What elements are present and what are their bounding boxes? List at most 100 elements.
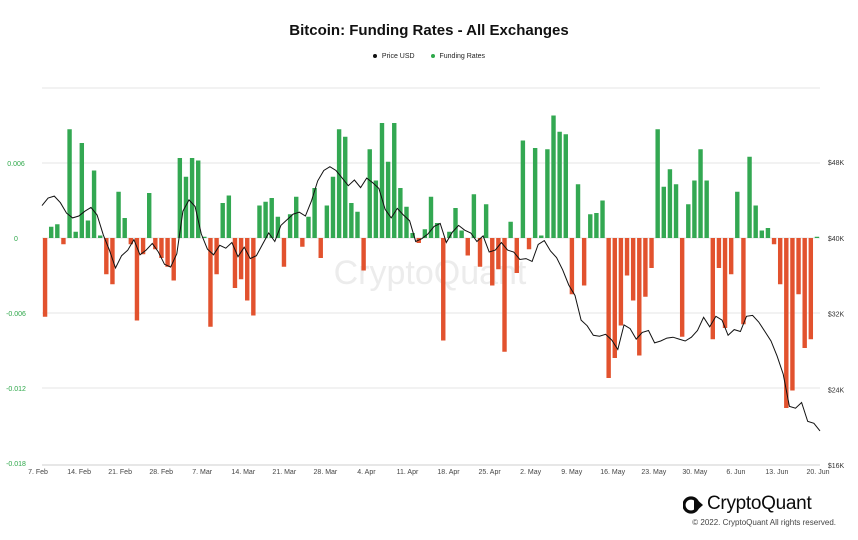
funding-rate-bar bbox=[710, 238, 715, 340]
funding-rate-bar bbox=[275, 216, 281, 238]
legend-marker-price bbox=[372, 54, 377, 59]
funding-rate-bar bbox=[453, 208, 458, 238]
funding-rate-bar bbox=[520, 140, 526, 238]
funding-rate-bar bbox=[373, 180, 379, 238]
x-tick-label: 20. Jun bbox=[807, 469, 830, 476]
funding-rate-bar bbox=[294, 196, 299, 238]
funding-rate-bar bbox=[545, 149, 550, 238]
funding-rate-bar bbox=[361, 238, 366, 271]
funding-rate-bar bbox=[189, 158, 195, 238]
funding-rate-bar bbox=[618, 238, 624, 326]
y-right-tick-label: $40K bbox=[828, 236, 845, 243]
funding-rate-bar bbox=[508, 221, 513, 238]
funding-rate-bar bbox=[655, 129, 660, 238]
x-tick-label: 11. Apr bbox=[397, 469, 419, 476]
funding-rate-bar bbox=[557, 131, 562, 238]
funding-rate-bar bbox=[612, 238, 617, 358]
funding-rate-bar bbox=[147, 193, 152, 238]
funding-rate-bar bbox=[563, 134, 568, 238]
funding-rate-bar bbox=[471, 194, 477, 238]
funding-rate-bar bbox=[208, 238, 213, 327]
funding-rate-bar bbox=[220, 203, 225, 238]
funding-rate-bar bbox=[747, 156, 752, 238]
funding-rate-bar bbox=[465, 238, 470, 256]
legend-entry-price[interactable]: Price USD bbox=[372, 53, 415, 60]
funding-rate-bar bbox=[287, 214, 293, 238]
funding-rate-bar bbox=[814, 236, 820, 238]
funding-rate-bar bbox=[355, 211, 360, 238]
x-tick-label: 14. Feb bbox=[67, 469, 91, 476]
funding-rate-bar bbox=[569, 238, 575, 295]
funding-rate-bar bbox=[392, 123, 397, 238]
funding-rate-bar bbox=[728, 238, 734, 275]
funding-rate-bar bbox=[257, 205, 262, 238]
funding-rate-bar bbox=[42, 238, 48, 317]
funding-rate-bar bbox=[784, 238, 789, 408]
funding-rate-bar bbox=[600, 200, 605, 238]
funding-rate-bar bbox=[753, 205, 758, 238]
funding-rate-bar bbox=[588, 214, 593, 238]
x-tick-label: 7. Feb bbox=[28, 469, 48, 476]
y-left-tick-label: 0 bbox=[14, 236, 18, 243]
funding-rate-bar bbox=[459, 230, 464, 238]
cryptoquant-logo-icon bbox=[683, 496, 703, 514]
x-tick-label: 30. May bbox=[682, 469, 707, 476]
funding-rate-bar bbox=[637, 238, 642, 356]
funding-rate-bar bbox=[104, 238, 109, 275]
funding-rate-bar bbox=[73, 231, 78, 238]
x-tick-label: 14. Mar bbox=[231, 469, 255, 476]
funding-rate-bar bbox=[692, 180, 697, 238]
funding-rate-bar bbox=[502, 238, 507, 352]
funding-rate-bar bbox=[202, 236, 207, 238]
funding-rate-bar bbox=[159, 238, 164, 258]
funding-rate-bar bbox=[771, 238, 777, 245]
funding-rate-bar bbox=[55, 224, 60, 238]
funding-rate-bar bbox=[483, 204, 489, 238]
funding-rate-bar bbox=[447, 231, 452, 238]
y-left-tick-label: 0.006 bbox=[7, 161, 25, 168]
y-left-tick-label: -0.006 bbox=[6, 311, 26, 318]
x-tick-label: 2. May bbox=[520, 469, 542, 476]
y-left-tick-label: -0.018 bbox=[6, 461, 26, 468]
funding-rate-bar bbox=[238, 238, 244, 280]
funding-rate-bar bbox=[379, 123, 385, 238]
x-tick-label: 13. Jun bbox=[765, 469, 788, 476]
funding-rate-bar bbox=[624, 238, 630, 276]
y-right-tick-label: $24K bbox=[828, 387, 845, 394]
funding-rate-bar bbox=[48, 226, 54, 238]
y-right-tick-label: $48K bbox=[828, 160, 845, 167]
funding-rate-bar bbox=[441, 238, 446, 341]
y-right-tick-label: $16K bbox=[828, 463, 845, 470]
funding-rate-bar bbox=[802, 238, 807, 348]
x-tick-label: 7. Mar bbox=[192, 469, 213, 476]
funding-rate-bar bbox=[777, 238, 783, 285]
funding-rate-bar bbox=[116, 191, 121, 238]
funding-rate-bar bbox=[324, 205, 330, 238]
funding-rate-bar bbox=[575, 184, 581, 238]
funding-rate-bar bbox=[790, 238, 795, 391]
funding-rate-bar bbox=[630, 238, 636, 301]
funding-rate-bar bbox=[649, 238, 654, 268]
funding-rate-bar bbox=[594, 213, 599, 238]
funding-rate-bar bbox=[67, 129, 72, 238]
funding-rate-bar bbox=[704, 180, 709, 238]
funding-rate-bar bbox=[765, 228, 771, 238]
funding-rate-bar bbox=[61, 238, 66, 245]
funding-rate-bar bbox=[698, 149, 703, 238]
funding-rate-bar bbox=[490, 238, 495, 286]
x-tick-label: 18. Apr bbox=[437, 469, 460, 476]
funding-rate-bar bbox=[177, 158, 183, 238]
funding-rate-bar bbox=[153, 238, 158, 250]
funding-rate-bar bbox=[85, 220, 91, 238]
funding-rate-bar bbox=[196, 160, 201, 238]
funding-rate-bar bbox=[581, 238, 587, 286]
legend-entry-funding[interactable]: Funding Rates bbox=[430, 53, 485, 60]
funding-rate-bar bbox=[526, 238, 532, 250]
funding-rate-bar bbox=[232, 238, 238, 288]
funding-rate-bar bbox=[171, 238, 176, 281]
funding-rate-bar bbox=[716, 238, 722, 268]
funding-rate-bar bbox=[110, 238, 115, 285]
funding-rate-bar bbox=[385, 161, 391, 238]
funding-rate-bar bbox=[251, 238, 256, 316]
funding-rate-bar bbox=[686, 204, 691, 238]
